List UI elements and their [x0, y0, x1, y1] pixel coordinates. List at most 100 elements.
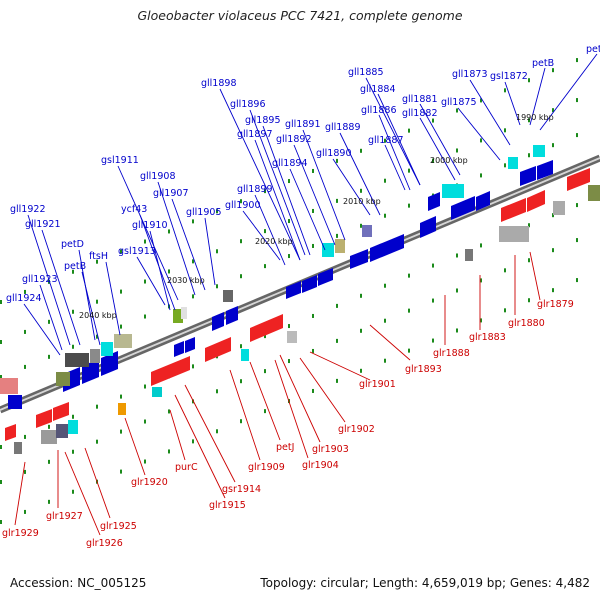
- leader-line: [365, 77, 421, 186]
- gene-label: glr1915: [209, 500, 246, 511]
- gene-label: glr1927: [46, 511, 83, 522]
- gene-reverse-block: [36, 409, 52, 428]
- gene-label: gsl1872: [490, 71, 528, 82]
- gene-forward-block: [476, 191, 490, 211]
- leader-line: [204, 217, 216, 286]
- gene-label: gll1885: [348, 67, 384, 78]
- leader-line: [157, 181, 196, 296]
- guide-tick: [264, 189, 266, 194]
- leader-line: [457, 107, 501, 161]
- guide-tick: [576, 203, 578, 208]
- leader-line: [378, 114, 411, 191]
- guide-tick: [504, 163, 506, 168]
- gene-colored-block: [114, 334, 132, 348]
- gene-colored-block: [322, 243, 334, 257]
- gene-label: glr1929: [2, 528, 39, 539]
- gene-colored-block: [553, 201, 565, 215]
- reverse-gene-labels: glr1879 glr1880 glr1883 glr1888 glr1893 …: [2, 299, 574, 549]
- gene-forward-block: [174, 341, 184, 357]
- gene-label: glr1926: [86, 538, 123, 549]
- gene-forward-block: [350, 249, 368, 269]
- gene-label: gll1923: [22, 274, 58, 285]
- gene-reverse-block: [567, 168, 590, 191]
- guide-tick: [48, 279, 50, 284]
- leader-line: [377, 93, 421, 186]
- gene-label: gll1891: [285, 119, 321, 130]
- guide-tick: [24, 434, 26, 439]
- guide-tick: [504, 88, 506, 93]
- gene-label: glr1883: [469, 332, 506, 343]
- guide-tick: [72, 309, 74, 314]
- leader-line: [309, 351, 371, 381]
- guide-tick: [528, 78, 530, 83]
- guide-tick: [216, 429, 218, 434]
- guide-tick: [432, 158, 434, 163]
- gene-label: petD: [61, 239, 84, 250]
- leader-line: [39, 284, 63, 351]
- guide-tick: [96, 404, 98, 409]
- gene-colored-block: [68, 420, 78, 434]
- leader-line: [254, 194, 286, 266]
- guide-tick: [120, 429, 122, 434]
- guide-tick: [312, 348, 314, 353]
- guide-tick: [168, 449, 170, 454]
- gene-label: gll1907: [153, 188, 189, 199]
- guide-tick: [384, 318, 386, 323]
- leader-line: [84, 447, 111, 519]
- gene-colored-block: [173, 309, 183, 323]
- gene-reverse-block: [205, 337, 231, 362]
- guide-tick: [72, 489, 74, 494]
- leader-line: [105, 261, 121, 336]
- gene-label: petB: [64, 261, 86, 272]
- leader-line: [242, 210, 281, 261]
- guide-tick: [360, 328, 362, 333]
- gene-label: gll1922: [10, 204, 46, 215]
- gene-label: glr1920: [131, 477, 168, 488]
- leader-line: [81, 271, 101, 346]
- guide-tick: [576, 133, 578, 138]
- leader-line: [419, 117, 456, 181]
- guide-tick: [96, 439, 98, 444]
- guide-tick: [72, 414, 74, 419]
- gene-features: [0, 145, 600, 454]
- guide-tick: [144, 279, 146, 284]
- leader-line: [279, 354, 321, 443]
- gene-forward-block: [226, 306, 238, 325]
- guide-tick: [312, 168, 314, 173]
- gene-colored-block: [56, 424, 68, 438]
- kbp-label: 2010 kbp: [343, 197, 381, 206]
- gene-forward-block: [302, 275, 317, 293]
- guide-tick: [48, 499, 50, 504]
- guide-tick: [456, 253, 458, 258]
- guide-tick: [144, 314, 146, 319]
- gene-colored-block: [442, 184, 464, 198]
- gene-colored-block: [241, 349, 249, 361]
- guide-tick: [264, 369, 266, 374]
- leader-line: [299, 357, 346, 423]
- guide-tick: [576, 238, 578, 243]
- guide-tick: [456, 108, 458, 113]
- gene-reverse-block: [501, 198, 526, 222]
- leader-line: [274, 359, 309, 459]
- guide-tick: [216, 284, 218, 289]
- leader-line: [529, 251, 541, 301]
- guide-tick: [432, 338, 434, 343]
- gene-label: petD: [586, 44, 600, 55]
- guide-tick: [480, 278, 482, 283]
- gene-reverse-block: [250, 314, 283, 342]
- leader-line: [136, 256, 166, 306]
- gene-label: gll1892: [276, 134, 312, 145]
- guide-tick: [336, 158, 338, 163]
- guide-tick: [336, 378, 338, 383]
- gene-colored-block: [362, 225, 372, 237]
- gene-colored-block: [533, 145, 545, 157]
- gene-label: glr1902: [338, 424, 375, 435]
- gene-label: gsl1913: [118, 246, 156, 257]
- gene-colored-block: [588, 185, 600, 201]
- guide-tick: [384, 283, 386, 288]
- gene-colored-block: [508, 157, 518, 169]
- guide-tick: [528, 298, 530, 303]
- guide-tick: [480, 318, 482, 323]
- guide-tick: [360, 223, 362, 228]
- leader-line: [262, 125, 311, 256]
